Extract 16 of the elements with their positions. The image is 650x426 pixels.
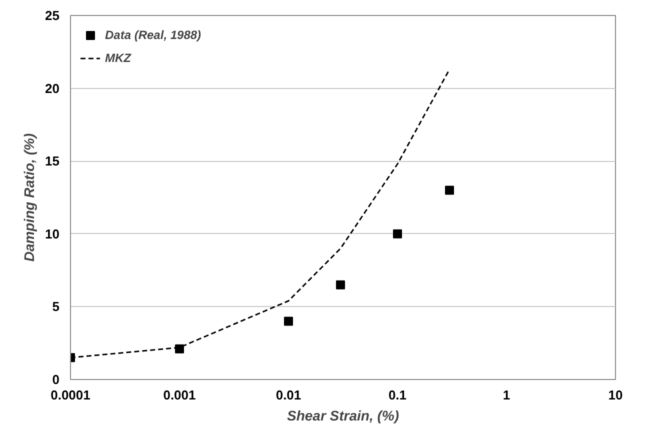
x-tick-label: 1 xyxy=(502,388,510,402)
legend-label: Data (Real, 1988) xyxy=(105,28,202,42)
x-tick-label: 0.01 xyxy=(276,388,302,402)
legend-label: MKZ xyxy=(105,51,131,65)
y-tick-label: 0 xyxy=(52,372,60,387)
y-tick-label: 10 xyxy=(45,226,60,242)
x-axis-title: Shear Strain, (%) xyxy=(286,408,400,424)
x-tick-label: 0.001 xyxy=(163,388,196,402)
y-tick-label: 5 xyxy=(52,299,60,314)
y-axis-title: Damping Ratio, (%) xyxy=(21,132,38,262)
x-tick-label: 0.0001 xyxy=(50,388,90,402)
x-tick-label: 0.1 xyxy=(388,388,407,402)
y-tick-label: 15 xyxy=(45,154,60,169)
y-tick-label: 20 xyxy=(45,80,60,96)
x-tick-label: 10 xyxy=(608,388,623,402)
y-tick-label: 25 xyxy=(45,8,60,23)
